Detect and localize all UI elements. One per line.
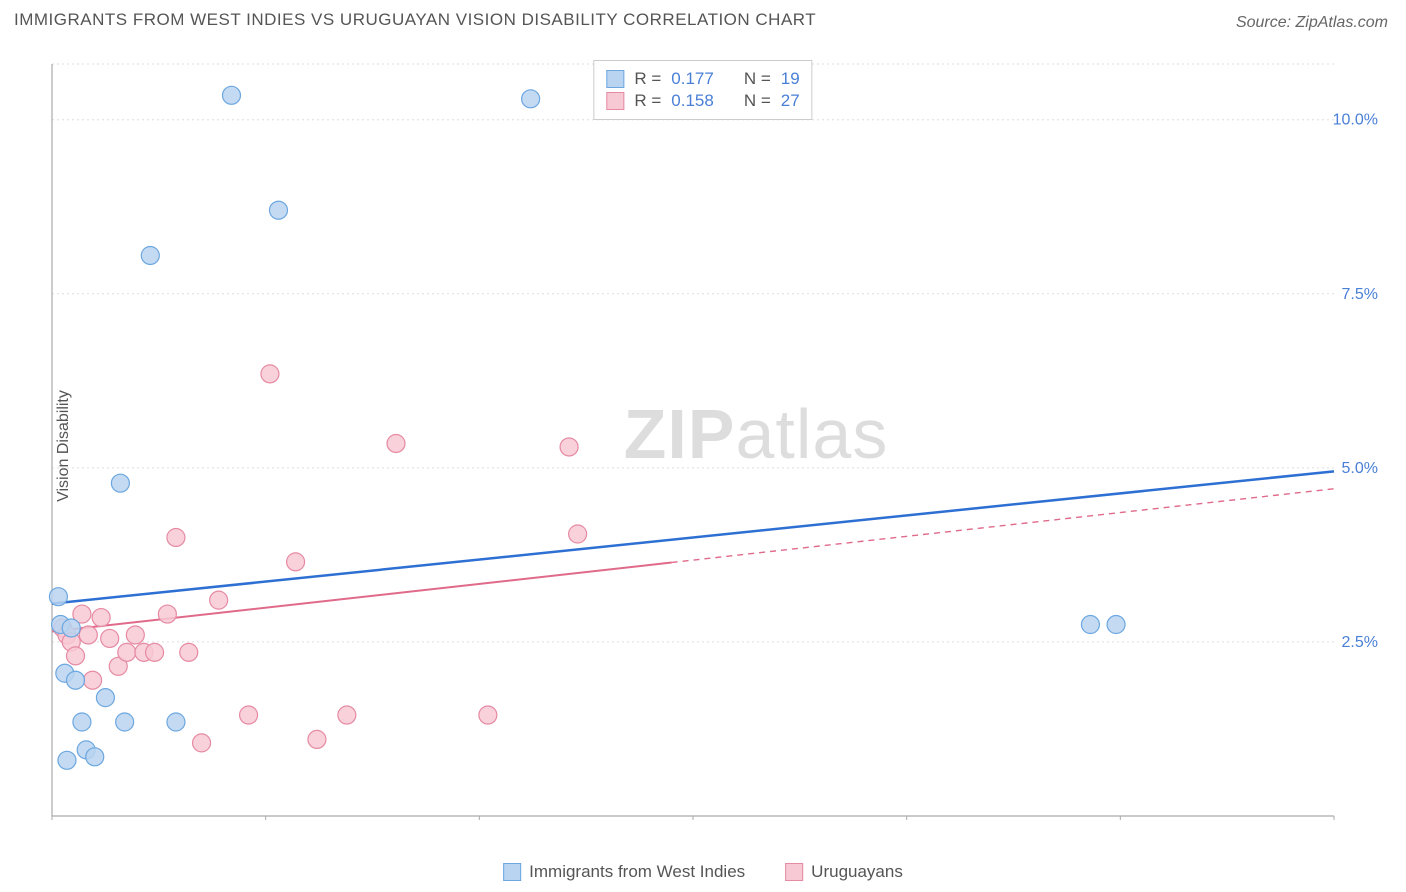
series-2-name: Uruguayans xyxy=(811,862,903,882)
n-value-2: 27 xyxy=(781,91,800,111)
series-legend: Immigrants from West Indies Uruguayans xyxy=(503,862,903,882)
legend-item-1: Immigrants from West Indies xyxy=(503,862,745,882)
correlation-legend: R = 0.177 N = 19 R = 0.158 N = 27 xyxy=(593,60,812,120)
legend-row-series-1: R = 0.177 N = 19 xyxy=(606,69,799,89)
chart-container: IMMIGRANTS FROM WEST INDIES VS URUGUAYAN… xyxy=(0,0,1406,892)
series-1-name: Immigrants from West Indies xyxy=(529,862,745,882)
r-label-1: R = xyxy=(634,69,661,89)
n-label-2: N = xyxy=(744,91,771,111)
r-value-2: 0.158 xyxy=(671,91,714,111)
swatch-series-2-bottom xyxy=(785,863,803,881)
watermark-atlas: atlas xyxy=(735,395,888,473)
chart-title: IMMIGRANTS FROM WEST INDIES VS URUGUAYAN… xyxy=(14,10,816,30)
n-label-1: N = xyxy=(744,69,771,89)
watermark: ZIPatlas xyxy=(624,394,889,474)
swatch-series-1 xyxy=(606,70,624,88)
legend-row-series-2: R = 0.158 N = 27 xyxy=(606,91,799,111)
svg-text:2.5%: 2.5% xyxy=(1342,634,1378,651)
source-label: Source: xyxy=(1236,14,1291,31)
svg-text:10.0%: 10.0% xyxy=(1333,112,1378,129)
watermark-zip: ZIP xyxy=(624,395,736,473)
r-label-2: R = xyxy=(634,91,661,111)
svg-text:7.5%: 7.5% xyxy=(1342,286,1378,303)
swatch-series-2 xyxy=(606,92,624,110)
swatch-series-1-bottom xyxy=(503,863,521,881)
legend-item-2: Uruguayans xyxy=(785,862,903,882)
n-value-1: 19 xyxy=(781,69,800,89)
svg-text:5.0%: 5.0% xyxy=(1342,460,1378,477)
source-link[interactable]: ZipAtlas.com xyxy=(1296,14,1388,31)
source-attribution: Source: ZipAtlas.com xyxy=(1236,14,1388,32)
r-value-1: 0.177 xyxy=(671,69,714,89)
